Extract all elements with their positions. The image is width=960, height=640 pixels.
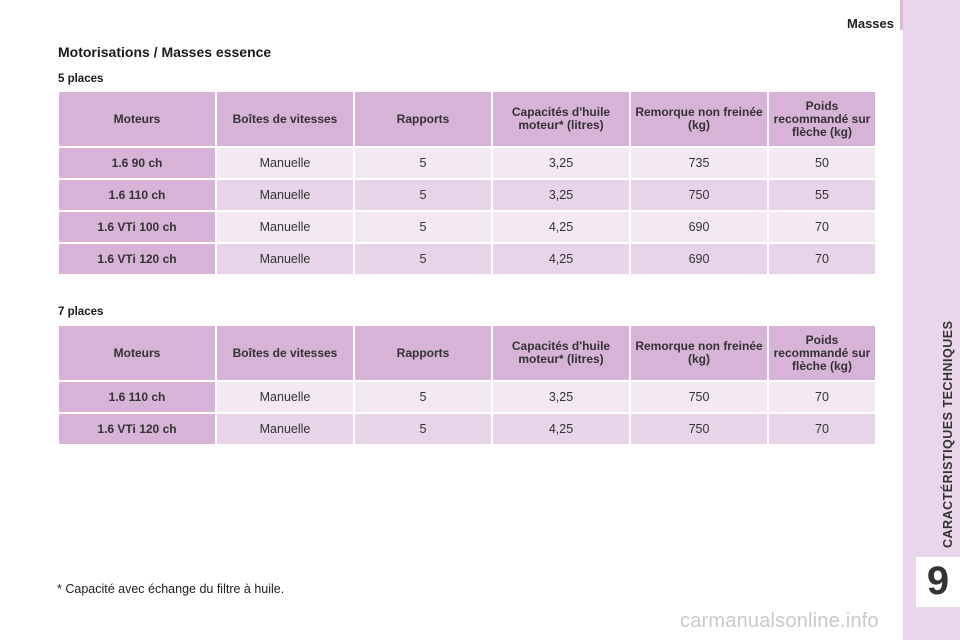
gearbox-cell: Manuelle [215,178,355,212]
ratios-cell: 5 [353,412,493,446]
nose-weight-cell: 50 [767,146,877,180]
chapter-label: CARACTÉRISTIQUES TECHNIQUES [941,320,955,548]
column-header: Capacités d'huile moteur* (litres) [491,90,631,148]
nose-weight-cell: 70 [767,412,877,446]
trailer-cell: 750 [629,412,769,446]
table-row: 1.6 110 ch Manuelle 5 3,25 750 55 [57,178,877,212]
engine-cell: 1.6 110 ch [57,178,217,212]
column-header: Moteurs [57,324,217,382]
trailer-cell: 735 [629,146,769,180]
chapter-sidebar [903,0,960,640]
gearbox-cell: Manuelle [215,210,355,244]
column-header: Boîtes de vitesses [215,90,355,148]
nose-weight-cell: 55 [767,178,877,212]
trailer-cell: 750 [629,178,769,212]
oil-capacity-cell: 3,25 [491,146,631,180]
table-row: 1.6 110 ch Manuelle 5 3,25 750 70 [57,380,877,414]
trailer-cell: 690 [629,242,769,276]
engine-cell: 1.6 VTi 120 ch [57,242,217,276]
trailer-cell: 750 [629,380,769,414]
ratios-cell: 5 [353,242,493,276]
table-header-row: Moteurs Boîtes de vitesses Rapports Capa… [57,90,877,148]
footnote: * Capacité avec échange du filtre à huil… [57,582,285,596]
column-header: Poids recommandé sur flèche (kg) [767,324,877,382]
chapter-number-box [916,557,960,607]
section-title: Motorisations / Masses essence [58,44,272,60]
oil-capacity-cell: 4,25 [491,242,631,276]
ratios-cell: 5 [353,178,493,212]
table-row: 1.6 VTi 100 ch Manuelle 5 4,25 690 70 [57,210,877,244]
table-5-places: Moteurs Boîtes de vitesses Rapports Capa… [57,90,877,276]
column-header: Capacités d'huile moteur* (litres) [491,324,631,382]
column-header: Remorque non freinée (kg) [629,90,769,148]
header-rule [900,0,903,30]
table-7-places-label: 7 places [58,306,104,318]
column-header: Rapports [353,90,493,148]
gearbox-cell: Manuelle [215,412,355,446]
ratios-cell: 5 [353,146,493,180]
oil-capacity-cell: 3,25 [491,380,631,414]
nose-weight-cell: 70 [767,242,877,276]
table-7-places: Moteurs Boîtes de vitesses Rapports Capa… [57,324,877,446]
engine-cell: 1.6 90 ch [57,146,217,180]
ratios-cell: 5 [353,210,493,244]
column-header: Rapports [353,324,493,382]
gearbox-cell: Manuelle [215,146,355,180]
engine-cell: 1.6 110 ch [57,380,217,414]
oil-capacity-cell: 4,25 [491,412,631,446]
ratios-cell: 5 [353,380,493,414]
table-header-row: Moteurs Boîtes de vitesses Rapports Capa… [57,324,877,382]
gearbox-cell: Manuelle [215,242,355,276]
chapter-number: 9 [926,559,950,603]
table-5-places-label: 5 places [58,73,104,85]
engine-cell: 1.6 VTi 100 ch [57,210,217,244]
engine-cell: 1.6 VTi 120 ch [57,412,217,446]
column-header: Moteurs [57,90,217,148]
column-header: Poids recommandé sur flèche (kg) [767,90,877,148]
watermark: carmanualsonline.info [680,610,879,632]
column-header: Boîtes de vitesses [215,324,355,382]
column-header: Remorque non freinée (kg) [629,324,769,382]
table-row: 1.6 VTi 120 ch Manuelle 5 4,25 750 70 [57,412,877,446]
oil-capacity-cell: 4,25 [491,210,631,244]
page-header-title: Masses [847,16,894,31]
table-row: 1.6 VTi 120 ch Manuelle 5 4,25 690 70 [57,242,877,276]
nose-weight-cell: 70 [767,380,877,414]
table-row: 1.6 90 ch Manuelle 5 3,25 735 50 [57,146,877,180]
oil-capacity-cell: 3,25 [491,178,631,212]
nose-weight-cell: 70 [767,210,877,244]
trailer-cell: 690 [629,210,769,244]
gearbox-cell: Manuelle [215,380,355,414]
